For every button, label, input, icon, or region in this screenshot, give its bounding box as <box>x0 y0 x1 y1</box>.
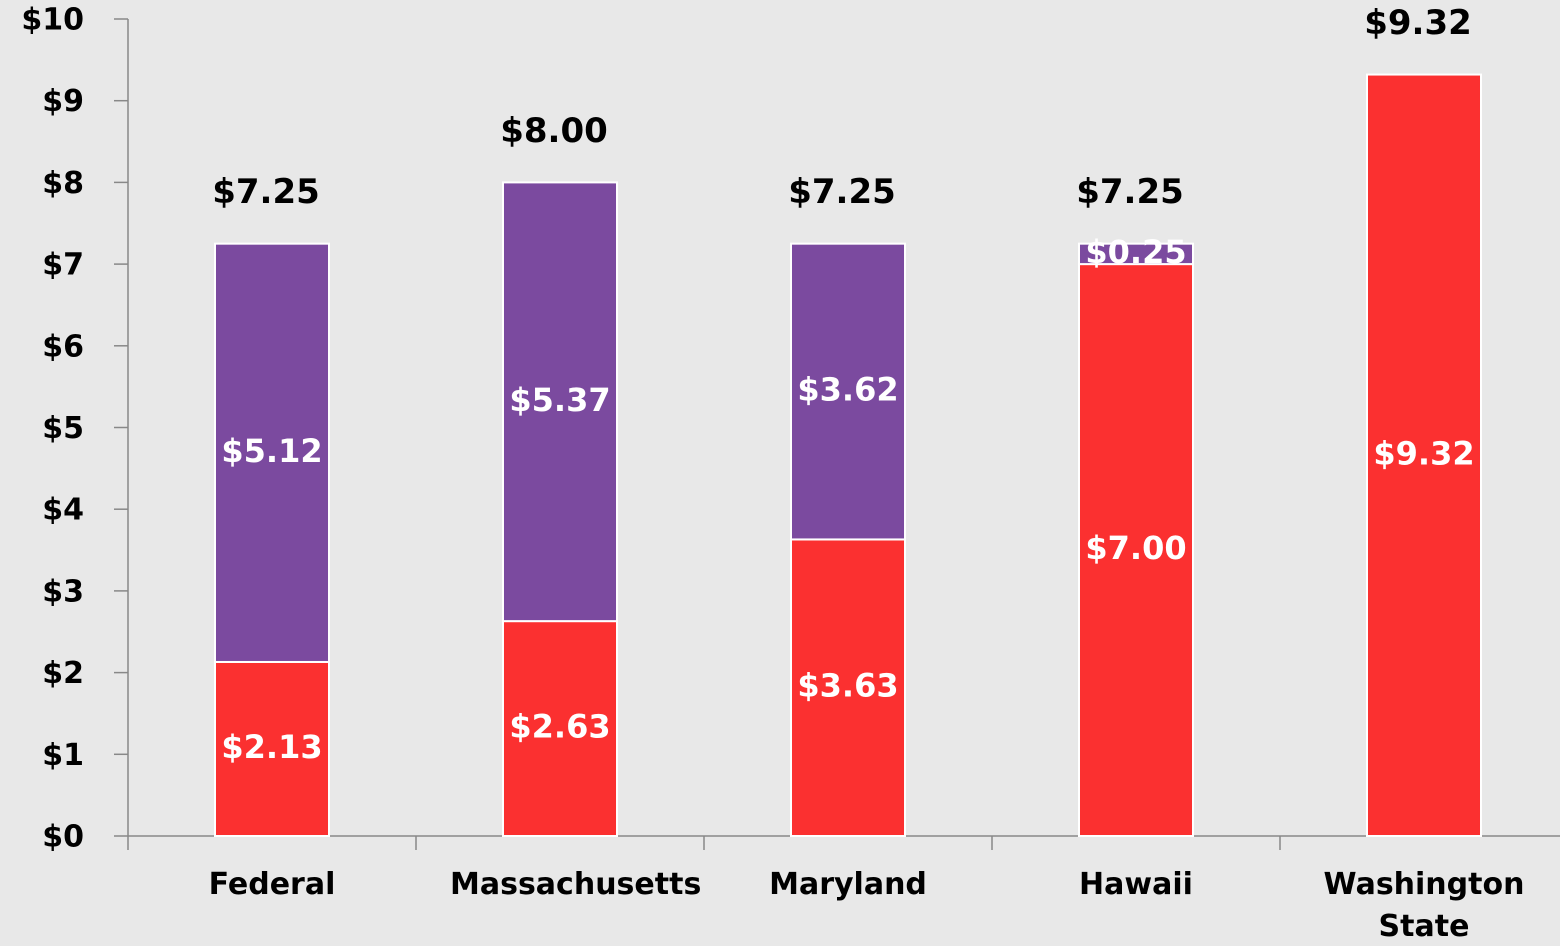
y-tick-label: $10 <box>21 3 84 38</box>
y-tick-label: $1 <box>42 738 84 773</box>
y-tick-label: $8 <box>42 166 84 201</box>
y-tick-label: $4 <box>42 493 84 528</box>
x-tick-label: Washington State <box>1323 867 1525 944</box>
y-tick-label: $9 <box>42 84 84 119</box>
total-label: $7.25 <box>1076 172 1184 212</box>
total-label: $7.25 <box>788 172 896 212</box>
value-label: $9.32 <box>1373 434 1474 472</box>
value-label: $2.13 <box>221 728 322 766</box>
value-label: $0.25 <box>1085 233 1186 271</box>
total-label: $8.00 <box>500 111 608 151</box>
bar-segment <box>502 620 618 838</box>
bar-segment <box>214 242 330 663</box>
y-tick-label: $5 <box>42 411 84 446</box>
x-tick-label: Massachusetts <box>450 867 702 902</box>
bar-segment <box>790 538 906 838</box>
x-tick-label: Federal <box>208 867 336 902</box>
y-tick-label: $2 <box>42 656 84 691</box>
value-label: $5.37 <box>509 381 610 419</box>
y-tick-label: $0 <box>42 820 84 855</box>
bar-segment <box>1366 73 1482 837</box>
x-tick-label: Hawaii <box>1079 867 1193 902</box>
value-label: $3.63 <box>797 667 898 705</box>
value-label: $5.12 <box>221 432 322 470</box>
total-label: $9.32 <box>1364 3 1472 43</box>
bar-segment <box>502 181 618 623</box>
y-tick-label: $7 <box>42 248 84 283</box>
value-label: $2.63 <box>509 708 610 746</box>
y-tick-label: $3 <box>42 574 84 609</box>
bar-segment <box>1078 242 1194 266</box>
total-label: $7.25 <box>212 172 320 212</box>
value-label: $7.00 <box>1085 529 1186 567</box>
bar-segment <box>790 242 906 541</box>
x-tick-label: Maryland <box>769 867 927 902</box>
y-tick-label: $6 <box>42 329 84 364</box>
value-label: $3.62 <box>797 371 898 409</box>
bar-segment <box>214 660 330 837</box>
